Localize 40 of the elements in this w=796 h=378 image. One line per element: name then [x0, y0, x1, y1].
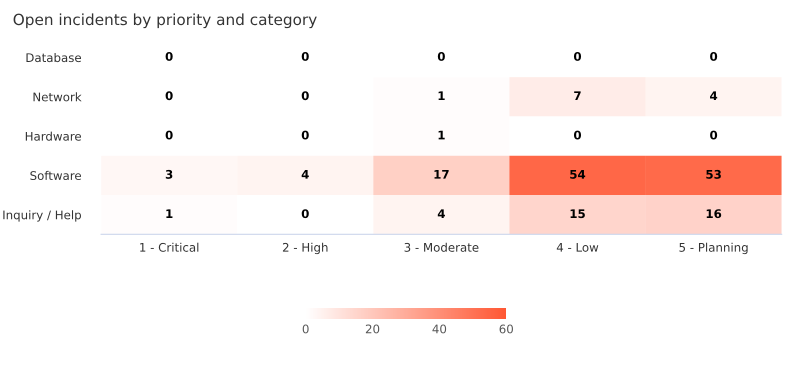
- data-label: 0: [710, 52, 718, 61]
- data-label: 16: [706, 209, 722, 218]
- x-tick-label: 3 - Moderate: [404, 242, 478, 252]
- data-label: 1: [166, 209, 172, 218]
- data-label: 0: [166, 52, 173, 61]
- y-tick-label: Hardware: [26, 132, 82, 141]
- data-label: 3: [166, 170, 172, 179]
- x-tick-label: 1 - Critical: [140, 242, 198, 252]
- data-label: 1: [438, 130, 445, 140]
- color-bar-label: 60: [500, 324, 513, 334]
- color-bar-label: 20: [366, 324, 380, 334]
- data-label: 4: [438, 209, 445, 218]
- data-label: 4: [710, 91, 718, 100]
- color-bar-label: 0: [302, 324, 309, 334]
- chart-title: Open incidents by priority and category: [14, 13, 317, 28]
- data-label: 0: [710, 130, 718, 140]
- data-label: 0: [438, 52, 445, 61]
- color-bar-label: 40: [432, 324, 446, 334]
- data-label: 54: [570, 170, 586, 179]
- data-label: 53: [706, 170, 721, 179]
- y-tick-label: Software: [30, 170, 82, 180]
- data-label: 0: [302, 52, 309, 61]
- data-label: 0: [166, 91, 173, 100]
- data-label: 0: [302, 130, 309, 140]
- data-label: 15: [570, 209, 585, 218]
- data-label: 4: [302, 170, 309, 179]
- data-label: 0: [302, 91, 309, 100]
- y-tick-label: Inquiry / Help: [3, 210, 81, 222]
- x-tick-label: 5 - Planning: [679, 242, 748, 254]
- y-tick-label: Database: [26, 52, 82, 62]
- x-tick-label: 2 - High: [282, 242, 328, 254]
- data-label: 0: [302, 209, 309, 218]
- data-label: 0: [166, 130, 173, 140]
- data-label: 0: [574, 52, 582, 61]
- y-tick-label: Network: [34, 92, 82, 102]
- data-label: 7: [574, 91, 581, 100]
- data-label: 1: [438, 91, 445, 100]
- data-label: 0: [574, 130, 582, 140]
- x-tick-label: 4 - Low: [556, 243, 598, 252]
- data-label: 17: [434, 170, 449, 179]
